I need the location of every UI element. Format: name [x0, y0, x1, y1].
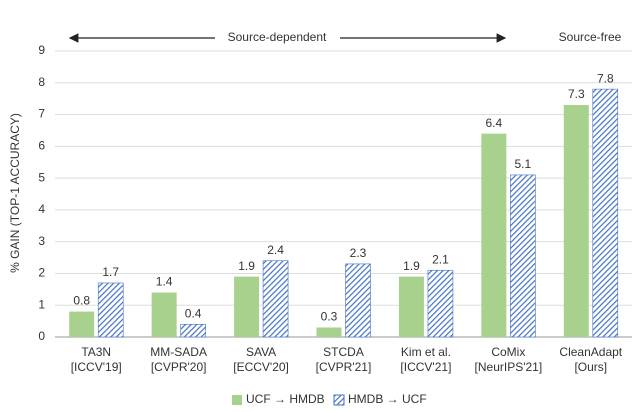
value-label: 5.1: [515, 157, 532, 171]
y-tick-label: 6: [38, 139, 45, 153]
bar: [592, 88, 619, 338]
y-tick-label: 0: [38, 329, 45, 343]
value-label: 0.8: [73, 294, 90, 308]
x-tick-label: MM-SADA: [150, 345, 207, 359]
legend-label: UCF → HMDB: [246, 392, 325, 406]
x-tick-label: STCDA: [323, 345, 364, 359]
x-tick-label: [CVPR'20]: [151, 360, 207, 374]
value-label: 0.3: [321, 310, 338, 324]
value-label: 1.7: [102, 265, 119, 279]
y-tick-label: 8: [38, 75, 45, 89]
x-tick-label: [ICCV'21]: [400, 360, 451, 374]
legend-label: HMDB → UCF: [348, 392, 427, 406]
value-label: 1.9: [238, 259, 255, 273]
legend-swatch: [333, 394, 345, 406]
x-tick-label: CleanAdapt: [559, 345, 622, 359]
value-label: 6.4: [486, 116, 503, 130]
y-tick-label: 7: [38, 107, 45, 121]
y-tick-label: 1: [38, 297, 45, 311]
y-tick-label: 5: [38, 170, 45, 184]
y-tick-label: 9: [38, 43, 45, 57]
y-axis-label: % GAIN (TOP-1 ACCURACY): [8, 113, 22, 273]
legend-swatch: [232, 395, 242, 405]
bar: [563, 105, 589, 338]
value-label: 1.4: [156, 275, 173, 289]
annotation: Source-free: [559, 30, 622, 44]
value-label: 7.8: [597, 71, 614, 85]
x-tick-label: [ICCV'19]: [71, 360, 122, 374]
bar: [481, 133, 507, 337]
annotation: Source-dependent: [228, 30, 327, 44]
x-tick-label: [ECCV'20]: [233, 360, 289, 374]
x-tick-label: [NeurIPS'21]: [475, 360, 543, 374]
x-tick-label: [Ours]: [574, 360, 607, 374]
x-tick-label: Kim et al.: [401, 345, 451, 359]
bar: [398, 276, 424, 337]
value-label: 2.3: [350, 246, 367, 260]
x-tick-label: CoMix: [491, 345, 525, 359]
x-tick-label: [CVPR'21]: [316, 360, 372, 374]
bar: [234, 276, 260, 337]
bar: [97, 282, 124, 338]
bar: [262, 260, 289, 338]
bar: [510, 174, 536, 338]
x-tick-label: TA3N: [81, 345, 111, 359]
y-tick-label: 2: [38, 266, 45, 280]
y-tick-label: 4: [38, 202, 45, 216]
y-tick-label: 3: [38, 234, 45, 248]
bar: [69, 311, 95, 337]
value-label: 2.4: [267, 243, 284, 257]
value-label: 7.3: [568, 87, 585, 101]
bar: [151, 292, 177, 337]
bar: [180, 323, 206, 338]
value-label: 2.1: [432, 252, 449, 266]
bar: [345, 263, 371, 338]
bar: [316, 327, 342, 337]
value-label: 1.9: [403, 259, 420, 273]
x-tick-label: SAVA: [246, 345, 276, 359]
bar: [427, 269, 454, 338]
value-label: 0.4: [185, 306, 202, 320]
